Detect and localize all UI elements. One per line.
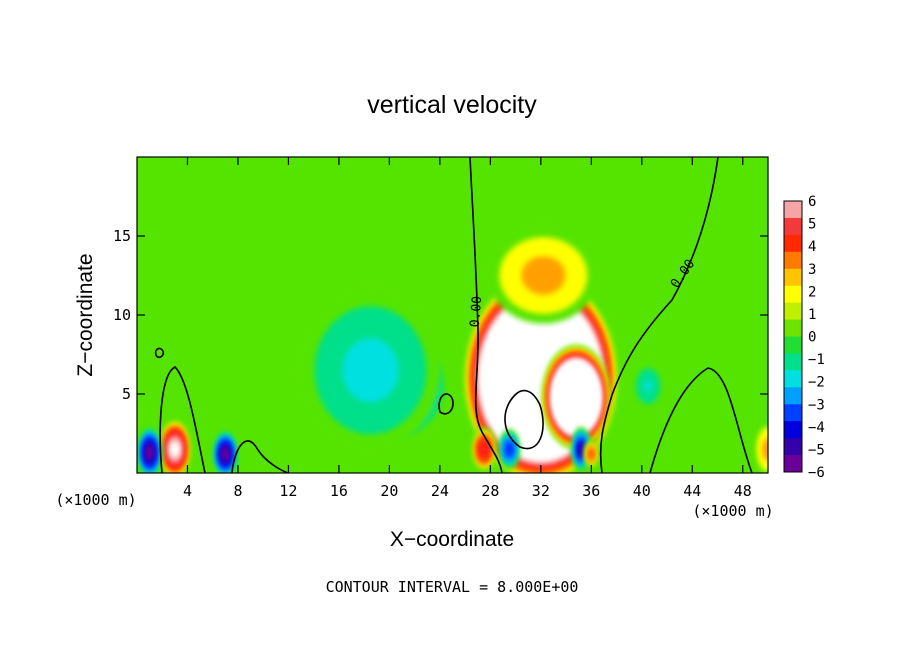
x-tick-label: 24 bbox=[431, 482, 449, 500]
colorbar-label: −3 bbox=[808, 397, 825, 413]
y-axis-label: Z−coordinate bbox=[74, 253, 97, 376]
zero-contour-core bbox=[504, 389, 544, 450]
field-ring bbox=[538, 374, 544, 382]
x-tick-label: 40 bbox=[633, 482, 651, 500]
colorbar-swatch bbox=[784, 404, 802, 422]
field-ring bbox=[574, 394, 578, 400]
colorbar-swatch bbox=[784, 336, 802, 354]
chart-title: vertical velocity bbox=[367, 91, 537, 119]
zero-contour-surface-right bbox=[649, 367, 753, 473]
colorbar-swatch bbox=[784, 217, 802, 236]
colorbar-swatch bbox=[784, 455, 802, 473]
field-updraft-core-2 bbox=[542, 345, 611, 450]
field-updraft-core bbox=[462, 273, 619, 473]
colorbar-swatch bbox=[784, 387, 802, 405]
colorbar-label: 2 bbox=[808, 284, 816, 300]
colorbar-swatch bbox=[784, 370, 802, 388]
field-downdraft-east bbox=[632, 362, 665, 411]
x-tick-label: 16 bbox=[330, 482, 348, 500]
zero-contour-surface-left bbox=[159, 366, 206, 473]
x-tick-label: 32 bbox=[532, 482, 550, 500]
colorbar-swatch bbox=[784, 285, 802, 304]
plot-background bbox=[137, 157, 768, 473]
zero-contour-updraft-east bbox=[599, 157, 719, 473]
x-tick-label: 8 bbox=[233, 482, 242, 500]
x-tick-label: 48 bbox=[734, 482, 752, 500]
colorbar-label: −1 bbox=[808, 352, 825, 368]
zero-contour-updraft-west bbox=[469, 157, 503, 473]
field-ring bbox=[148, 450, 151, 455]
field-downdraft-ring bbox=[300, 290, 441, 451]
x-tick-label: 4 bbox=[183, 482, 192, 500]
x-tick-label: 28 bbox=[481, 482, 499, 500]
field-surface-downdraft-1 bbox=[137, 426, 162, 473]
field-ring bbox=[532, 265, 555, 286]
x-axis-label: X−coordinate bbox=[390, 528, 514, 551]
x-tick-label: 12 bbox=[279, 482, 297, 500]
y-tick-label: 15 bbox=[113, 227, 131, 245]
colorbar-swatch bbox=[784, 438, 802, 456]
field-ring bbox=[224, 451, 227, 457]
zero-contour-small-loop bbox=[438, 393, 454, 415]
colorbar-label: 5 bbox=[808, 217, 816, 233]
field-ring bbox=[508, 446, 511, 452]
zero-contour-lines bbox=[154, 157, 753, 473]
colorbar-frame bbox=[783, 200, 803, 473]
x-unit-left: (×1000 m) bbox=[55, 491, 136, 509]
y-tick-label: 10 bbox=[113, 306, 131, 324]
x-tick-label: 20 bbox=[380, 482, 398, 500]
x-tick-label: 36 bbox=[582, 482, 600, 500]
field-ring bbox=[765, 443, 768, 455]
colorbar-labels: 6 5 4 3 2 1 0 −1 −2 −3 −4 −5 −6 bbox=[808, 194, 825, 481]
plot-area bbox=[137, 157, 768, 473]
velocity-field bbox=[137, 227, 768, 473]
colorbar-swatch bbox=[784, 353, 802, 371]
colorbar-label: −4 bbox=[808, 420, 825, 436]
colorbar-label: 4 bbox=[808, 239, 816, 255]
colorbar-swatch bbox=[784, 319, 802, 337]
field-surface-updraft-1 bbox=[158, 419, 191, 473]
field-surface-updraft-4 bbox=[754, 421, 768, 473]
x-tick-label: 44 bbox=[683, 482, 701, 500]
colorbar-label: −5 bbox=[808, 442, 825, 458]
field-ring bbox=[173, 446, 177, 453]
field-ring bbox=[356, 354, 385, 387]
colorbar-swatch bbox=[784, 421, 802, 439]
field-ring bbox=[580, 447, 583, 452]
y-axis-ticks: 5 10 15 bbox=[113, 227, 768, 403]
colorbar-label: 3 bbox=[808, 262, 816, 278]
field-updraft-crown bbox=[488, 227, 599, 324]
field-surface-updraft-2 bbox=[472, 427, 497, 472]
y-tick-label: 5 bbox=[122, 385, 131, 403]
x-unit-right: (×1000 m) bbox=[692, 502, 773, 520]
colorbar-swatch bbox=[784, 201, 802, 219]
colorbar-label: 1 bbox=[808, 307, 816, 323]
colorbar-swatch bbox=[784, 268, 802, 287]
zero-contour-surface-mid bbox=[231, 440, 289, 473]
zero-contour-tiny-loop bbox=[154, 347, 165, 359]
colorbar-swatch bbox=[784, 234, 802, 253]
colorbar-swatch bbox=[784, 302, 802, 321]
colorbar-label: −6 bbox=[808, 465, 825, 481]
colorbar-label: −2 bbox=[808, 375, 825, 391]
contour-label-west: 0.00 bbox=[468, 295, 486, 328]
x-axis-ticks: 4 8 12 16 20 24 28 32 36 40 44 48 bbox=[183, 157, 752, 500]
colorbar-swatch bbox=[784, 251, 802, 270]
colorbar-label: 0 bbox=[808, 330, 816, 346]
field-ring bbox=[590, 451, 593, 457]
field-ring bbox=[644, 380, 653, 393]
field-surface-downdraft-2 bbox=[213, 430, 238, 473]
field-ring bbox=[482, 446, 486, 453]
colorbar-label: 6 bbox=[808, 194, 816, 210]
field-surface-updraft-3 bbox=[584, 440, 599, 469]
contour-interval-note: CONTOUR INTERVAL = 8.000E+00 bbox=[326, 578, 579, 596]
colorbar bbox=[783, 200, 803, 473]
